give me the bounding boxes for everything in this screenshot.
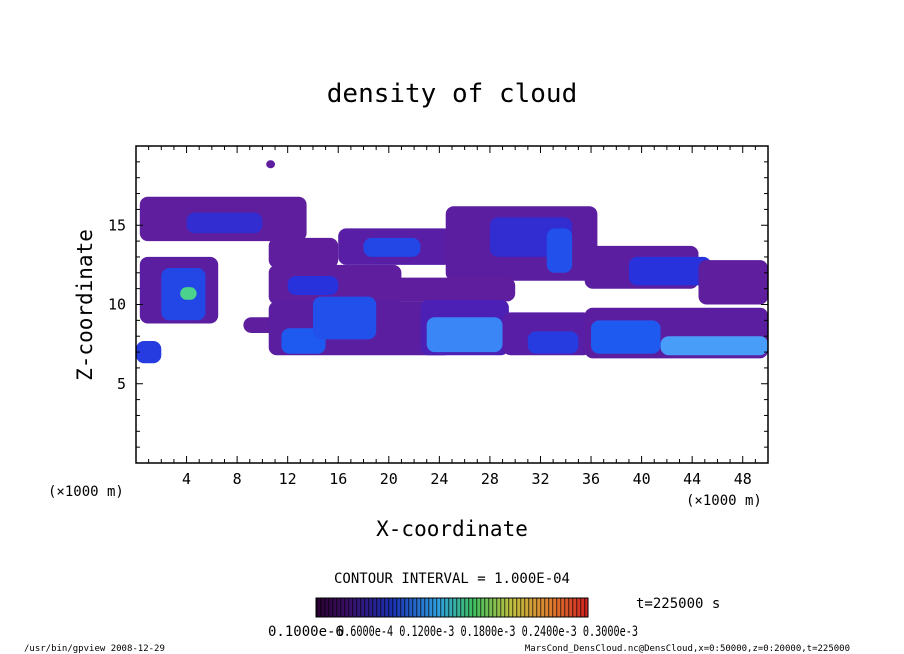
chart-title: density of cloud xyxy=(327,79,577,109)
colorbar-label-overlap: 0.6000e-4 0.1200e-3 0.1800e-3 0.2400e-3 … xyxy=(338,624,638,640)
x-tick-label: 24 xyxy=(430,470,448,488)
colorbar-stripes xyxy=(316,598,588,617)
cloud-region-27 xyxy=(660,336,768,356)
x-tick-label: 48 xyxy=(734,470,752,488)
cloud-region-22 xyxy=(426,317,503,353)
cloud-region-29 xyxy=(266,160,275,169)
cloud-region-1 xyxy=(186,212,263,234)
cloud-region-9 xyxy=(629,256,712,286)
cloud-region-28 xyxy=(136,341,162,364)
x-axis-label: X-coordinate xyxy=(376,517,528,541)
cloud-region-7 xyxy=(546,228,573,273)
contour-interval-label: CONTOUR INTERVAL = 1.000E-04 xyxy=(334,571,570,587)
y-tick-labels: 5 10 15 xyxy=(108,216,126,393)
colorbar: 0.1000e-6 0.6000e-4 0.1200e-3 0.1800e-3 … xyxy=(268,597,638,640)
x-unit-label: (×1000 m) xyxy=(48,484,124,500)
cloud-region-24 xyxy=(527,331,579,354)
x-tick-label: 20 xyxy=(380,470,398,488)
x-tick-label: 36 xyxy=(582,470,600,488)
cloud-field xyxy=(136,160,768,364)
x-tick-labels: 4 8 12 16 20 24 28 32 36 40 44 48 xyxy=(182,470,752,488)
x-tick-label: 40 xyxy=(633,470,651,488)
x-tick-label: 28 xyxy=(481,470,499,488)
cloud-region-20 xyxy=(313,296,377,340)
x-tick-label: 8 xyxy=(233,470,242,488)
cloud-region-4 xyxy=(363,237,421,257)
x-tick-label: 44 xyxy=(683,470,701,488)
footer-right: MarsCond_DensCloud.nc@DensCloud,x=0:5000… xyxy=(525,644,850,654)
y-tick-label: 15 xyxy=(108,216,126,234)
y-tick-label: 5 xyxy=(117,375,126,393)
x-tick-label: 4 xyxy=(182,470,191,488)
cloud-region-26 xyxy=(591,320,661,354)
cloud-region-16 xyxy=(180,287,197,300)
colorbar-label: 0.1000e-6 xyxy=(268,624,344,640)
cloud-region-10 xyxy=(698,260,768,305)
x-tick-label: 32 xyxy=(531,470,549,488)
y-axis-label: Z-coordinate xyxy=(73,229,97,381)
time-label: t=225000 s xyxy=(636,596,720,612)
tick-marks xyxy=(136,146,768,463)
y-unit-label: (×1000 m) xyxy=(686,493,762,509)
x-tick-label: 12 xyxy=(279,470,297,488)
colorbar-frame xyxy=(315,597,589,618)
footer-left: /usr/bin/gpview 2008-12-29 xyxy=(24,644,165,654)
cloud-region-12 xyxy=(287,276,339,295)
y-tick-label: 10 xyxy=(108,296,126,314)
x-tick-label: 16 xyxy=(329,470,347,488)
cloud-region-2 xyxy=(268,237,339,268)
cloud-region-13 xyxy=(388,277,516,302)
